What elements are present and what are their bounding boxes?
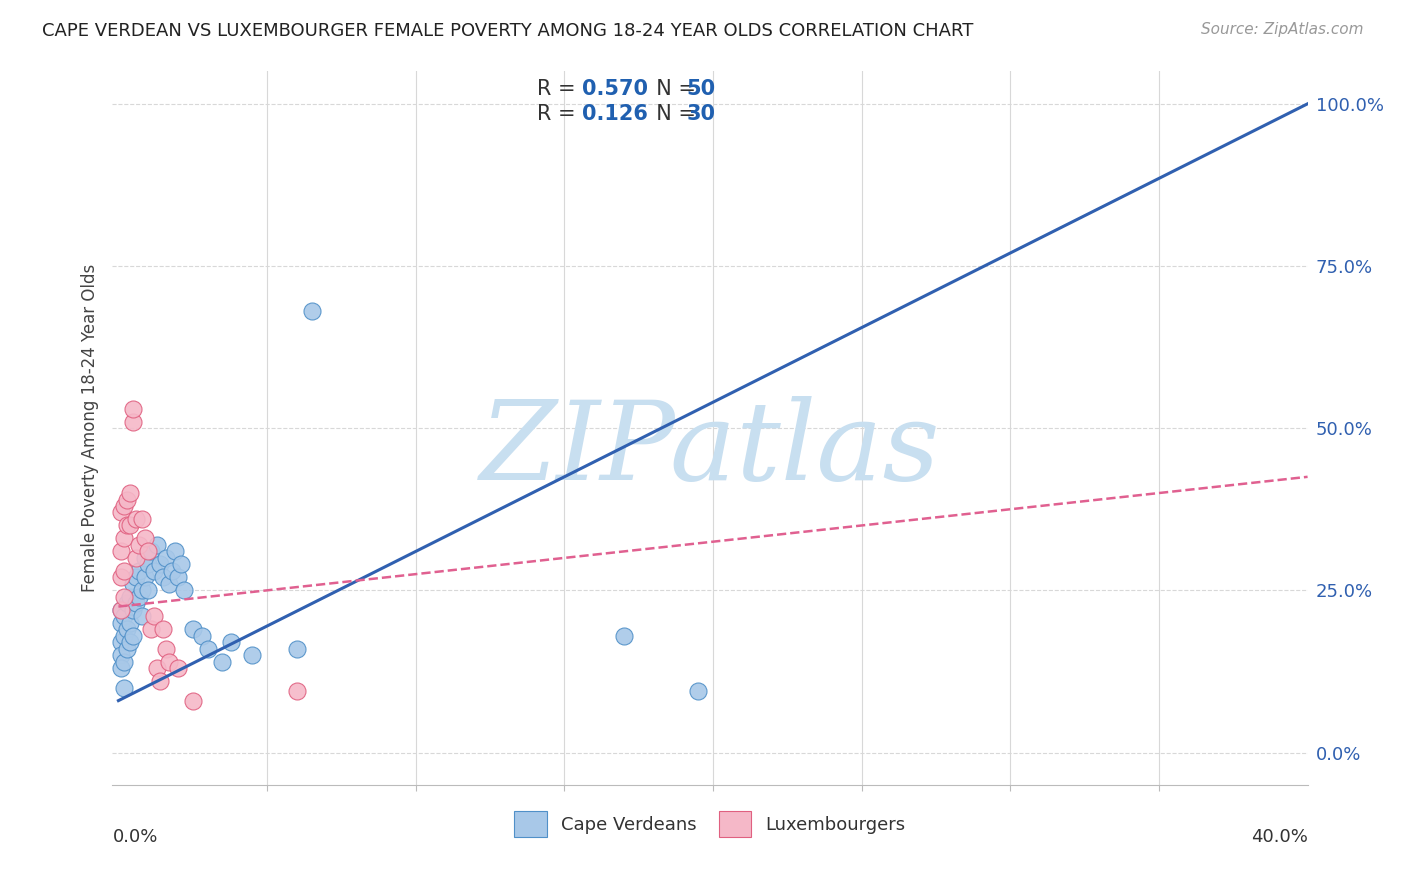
Point: [163, 544, 186, 558]
Point: [134, 570, 156, 584]
Point: [122, 415, 145, 429]
Text: 40.0%: 40.0%: [1251, 828, 1308, 846]
Text: R =: R =: [537, 79, 589, 99]
Point: [110, 544, 132, 558]
Point: [139, 544, 162, 558]
Point: [110, 603, 132, 617]
Point: [139, 622, 162, 636]
Text: N =: N =: [643, 79, 703, 99]
Point: [117, 622, 139, 636]
Point: [122, 401, 145, 416]
Point: [120, 486, 142, 500]
Text: CAPE VERDEAN VS LUXEMBOURGER FEMALE POVERTY AMONG 18-24 YEAR OLDS CORRELATION CH: CAPE VERDEAN VS LUXEMBOURGER FEMALE POVE…: [42, 22, 973, 40]
Point: [112, 655, 135, 669]
Point: [110, 615, 132, 630]
Text: R =: R =: [537, 104, 589, 124]
Text: Source: ZipAtlas.com: Source: ZipAtlas.com: [1201, 22, 1364, 37]
Point: [167, 661, 190, 675]
Point: [149, 558, 172, 572]
Point: [152, 622, 174, 636]
Point: [128, 564, 150, 578]
Point: [149, 674, 172, 689]
Point: [125, 570, 148, 584]
Point: [112, 499, 135, 513]
Point: [240, 648, 263, 663]
Point: [117, 518, 139, 533]
Text: 0.570: 0.570: [582, 79, 648, 99]
Point: [146, 661, 169, 675]
Point: [112, 629, 135, 643]
Point: [122, 603, 145, 617]
Point: [117, 492, 139, 507]
Point: [117, 641, 139, 656]
Point: [181, 693, 204, 707]
Point: [285, 641, 308, 656]
Point: [688, 684, 710, 698]
Point: [110, 635, 132, 649]
Point: [613, 629, 636, 643]
Text: 0.0%: 0.0%: [112, 828, 157, 846]
Point: [125, 550, 148, 565]
Point: [181, 622, 204, 636]
Point: [170, 558, 193, 572]
Text: ZIPatlas: ZIPatlas: [479, 396, 941, 503]
Point: [112, 564, 135, 578]
Point: [136, 558, 159, 572]
Point: [157, 655, 180, 669]
Point: [120, 590, 142, 604]
Point: [131, 512, 153, 526]
Point: [117, 596, 139, 610]
Text: 0.126: 0.126: [582, 104, 648, 124]
Point: [131, 583, 153, 598]
Point: [125, 512, 148, 526]
Point: [131, 609, 153, 624]
Point: [167, 570, 190, 584]
Point: [190, 629, 212, 643]
Point: [110, 661, 132, 675]
Point: [136, 544, 159, 558]
Point: [143, 609, 166, 624]
Point: [157, 577, 180, 591]
Point: [301, 304, 323, 318]
Text: 30: 30: [686, 104, 716, 124]
Point: [112, 532, 135, 546]
Point: [122, 629, 145, 643]
Point: [112, 609, 135, 624]
Point: [112, 681, 135, 695]
Text: 50: 50: [686, 79, 716, 99]
Point: [160, 564, 183, 578]
Point: [110, 506, 132, 520]
Legend: Cape Verdeans, Luxembourgers: Cape Verdeans, Luxembourgers: [508, 804, 912, 844]
Point: [155, 641, 177, 656]
Point: [110, 603, 132, 617]
Point: [125, 596, 148, 610]
Point: [285, 684, 308, 698]
Point: [128, 590, 150, 604]
Point: [120, 635, 142, 649]
Point: [136, 583, 159, 598]
Point: [197, 641, 219, 656]
Point: [110, 648, 132, 663]
Y-axis label: Female Poverty Among 18-24 Year Olds: Female Poverty Among 18-24 Year Olds: [80, 264, 98, 592]
Point: [152, 570, 174, 584]
Point: [211, 655, 233, 669]
Point: [155, 550, 177, 565]
Point: [134, 532, 156, 546]
Point: [128, 538, 150, 552]
Point: [221, 635, 243, 649]
Point: [122, 577, 145, 591]
Point: [120, 615, 142, 630]
Point: [173, 583, 195, 598]
Text: N =: N =: [643, 104, 703, 124]
Point: [134, 550, 156, 565]
Point: [120, 518, 142, 533]
Point: [143, 564, 166, 578]
Point: [110, 570, 132, 584]
Point: [146, 538, 169, 552]
Point: [112, 590, 135, 604]
